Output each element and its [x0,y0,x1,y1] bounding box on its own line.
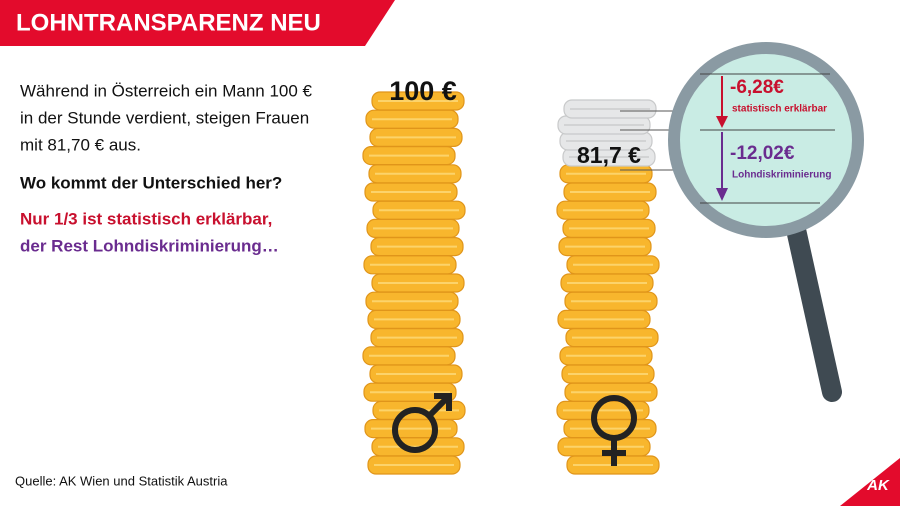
women-amount: 81,7 € [577,142,641,168]
explained-label: statistisch erklärbar [732,104,827,115]
highlight-rest: der Rest Lohndiskriminierung… [20,236,279,255]
male-symbol [392,393,452,453]
explained-value: -6,28€ [730,77,784,98]
female-symbol [591,395,637,466]
intro-line: Während in Österreich ein Mann 100 € [20,81,313,100]
header-title: LOHNTRANSPARENZ NEU [16,9,321,36]
source: Quelle: AK Wien und Statistik Austria [15,473,228,488]
logo: AK [866,477,890,494]
header-banner [0,0,395,46]
question: Wo kommt der Unterschied her? [20,173,282,192]
discrimination-value: -12,02€ [730,143,795,164]
logo-corner [840,458,900,506]
magnifier: -6,28€ statistisch erklärbar -12,02€ Loh… [668,42,864,402]
intro-line: in der Stunde verdient, steigen Frauen [20,108,309,127]
men-amount: 100 € [389,76,457,106]
highlight-explained: Nur 1/3 ist statistisch erklärbar, [20,209,272,228]
discrimination-label: Lohndiskriminierung [732,170,831,181]
intro-line: mit 81,70 € aus. [20,135,141,154]
